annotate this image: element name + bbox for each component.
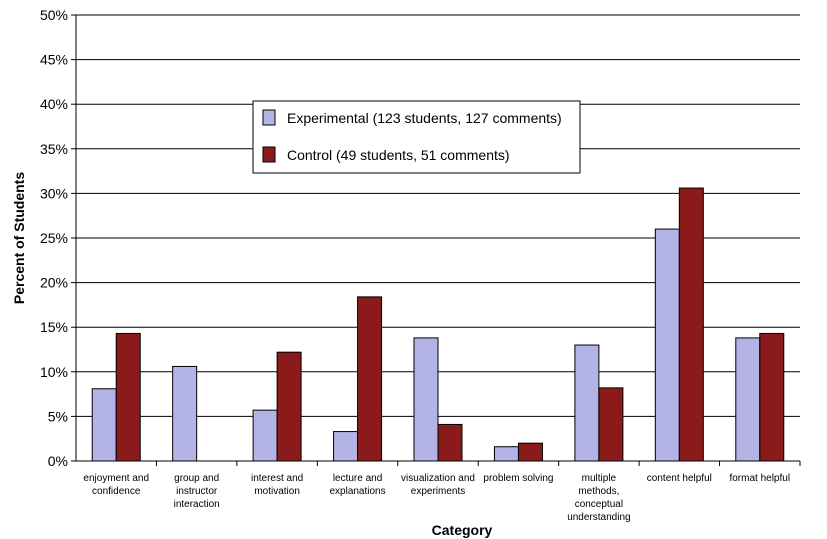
legend-swatch-control [263,147,275,162]
y-tick-label: 15% [40,319,68,335]
bar-control [358,297,382,461]
y-tick-label: 25% [40,230,68,246]
category-label: explanations [329,486,385,497]
category-label: conceptual [575,499,623,510]
y-tick-label: 20% [40,275,68,291]
y-tick-label: 0% [48,453,68,469]
category-label: interaction [174,499,220,510]
category-label: motivation [254,486,300,497]
bar-control [760,333,784,461]
bar-experimental [414,338,438,461]
legend-swatch-experimental [263,110,275,125]
x-axis-title: Category [432,522,493,538]
bar-experimental [655,229,679,461]
y-tick-label: 45% [40,52,68,68]
category-label: visualization and [401,473,475,484]
bar-experimental [575,345,599,461]
bar-experimental [736,338,760,461]
bar-control [599,388,623,461]
category-label: understanding [567,512,630,523]
bar-control [438,424,462,461]
y-tick-label: 5% [48,408,68,424]
bar-control [518,443,542,461]
bars [92,188,784,461]
y-tick-label: 50% [40,7,68,23]
category-label: experiments [411,486,465,497]
category-label: enjoyment and [83,473,149,484]
x-axis-category-labels: enjoyment and confidence group and instruct… [83,461,800,523]
category-label: content helpful [647,473,712,484]
bar-control [679,188,703,461]
y-axis-title: Percent of Students [11,172,27,304]
y-tick-label: 30% [40,185,68,201]
category-label: instructor [176,486,218,497]
bar-experimental [494,447,518,461]
y-axis-ticks: 0% 5% 10% 15% 20% 25% 30% 35% 40% 45% 50% [40,7,76,469]
category-label: methods, [578,486,619,497]
category-label: confidence [92,486,141,497]
category-label: problem solving [483,473,553,484]
category-label: format helpful [729,473,790,484]
category-label: multiple [582,473,617,484]
legend: Experimental (123 students, 127 comments… [253,101,580,173]
legend-label-experimental: Experimental (123 students, 127 comments… [287,110,562,126]
y-tick-label: 35% [40,141,68,157]
bar-experimental [92,389,116,461]
category-label: interest and [251,473,303,484]
bar-control [277,352,301,461]
bar-experimental [334,432,358,461]
category-label: group and [174,473,219,484]
y-tick-label: 40% [40,96,68,112]
y-tick-label: 10% [40,364,68,380]
bar-control [116,333,140,461]
legend-label-control: Control (49 students, 51 comments) [287,147,510,163]
category-label: lecture and [333,473,382,484]
bar-experimental [173,366,197,461]
bar-experimental [253,410,277,461]
